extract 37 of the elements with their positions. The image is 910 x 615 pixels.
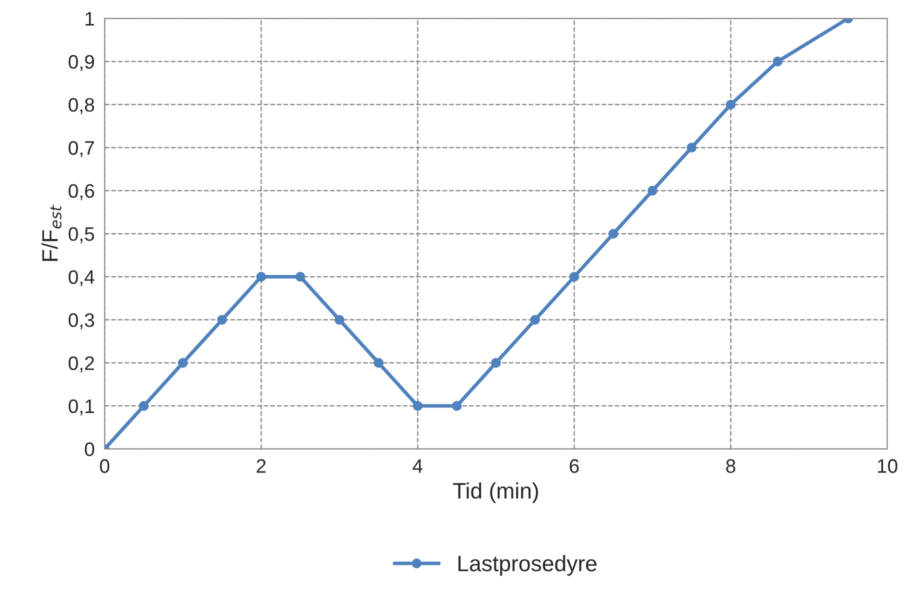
point [608, 228, 618, 239]
y-tick-label: 0,1 [68, 399, 94, 416]
point [256, 272, 266, 282]
x-tick-label: 4 [412, 459, 423, 473]
y-axis-title: F/F$_{est}$ [42, 204, 62, 261]
point [530, 314, 540, 325]
point [569, 272, 580, 282]
y-tick-label: 0,4 [68, 270, 94, 286]
point [138, 401, 149, 411]
y-tick-label: 0,5 [68, 227, 94, 244]
x-tick-label: 6 [570, 459, 579, 473]
point [772, 56, 783, 66]
point [374, 358, 384, 368]
y-tick-label: 0,2 [68, 356, 94, 372]
y-tick-label: 0,3 [68, 313, 94, 330]
x-axis-title: Tid (min) [453, 482, 538, 504]
y-tick-label: 0,9 [68, 54, 94, 72]
y-tick-label: 0 [84, 442, 94, 456]
x-tick-label: 0 [100, 459, 110, 473]
point [178, 358, 188, 368]
x-tick-label: 10 [878, 459, 898, 473]
point [217, 314, 227, 325]
point [726, 100, 736, 110]
point [452, 401, 462, 411]
point [334, 314, 344, 325]
point [295, 272, 306, 282]
y-tick-label: 1 [86, 12, 94, 26]
point [648, 186, 658, 196]
x-tick-label: 2 [256, 459, 266, 473]
point [491, 358, 501, 368]
point [686, 142, 696, 152]
legend-label: Lastprosedyre [458, 555, 596, 576]
y-tick-label: 0,8 [68, 98, 94, 114]
point [412, 401, 423, 411]
y-tick-label: 0,6 [68, 184, 94, 200]
y-tick-label: 0,7 [68, 141, 94, 158]
x-tick-label: 8 [726, 459, 736, 473]
